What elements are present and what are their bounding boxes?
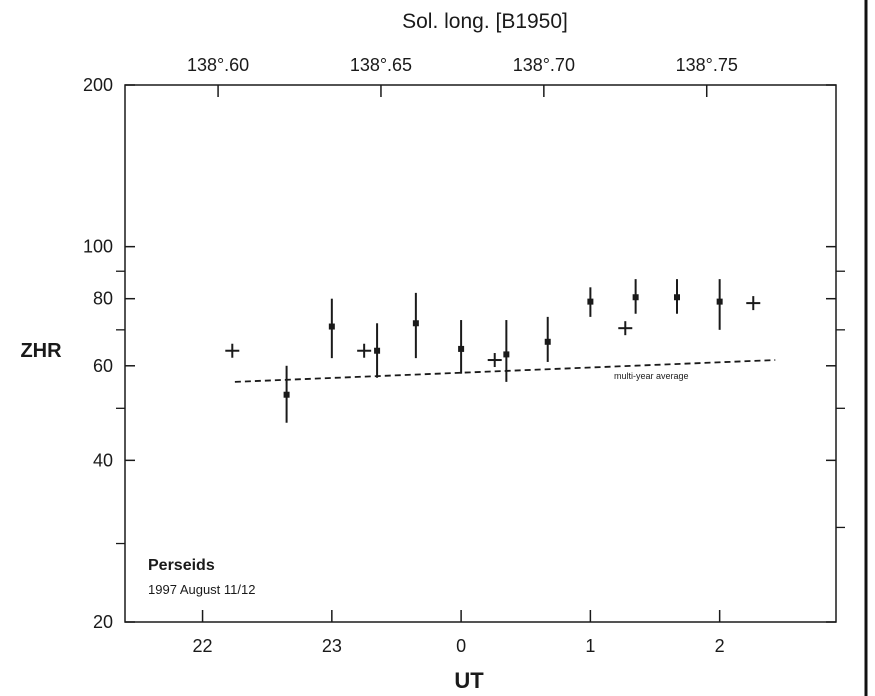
data-point-dot — [328, 298, 335, 359]
data-point-plus — [357, 343, 372, 358]
x-tick-label: 22 — [193, 636, 213, 656]
point-marker — [716, 298, 723, 305]
point-marker — [412, 320, 419, 327]
data-point-plus — [618, 321, 633, 336]
point-marker — [673, 294, 680, 301]
x-tick-label: 0 — [456, 636, 466, 656]
top-tick-label: 138°.70 — [513, 55, 575, 75]
data-point-dot — [632, 279, 639, 314]
multi-year-average-layer — [234, 359, 776, 383]
data-point-dot — [544, 316, 551, 362]
x-tick-label: 2 — [715, 636, 725, 656]
plot-frame — [124, 84, 837, 623]
y-tick-label: 60 — [93, 356, 113, 376]
top-axis-label: Sol. long. [B1950] — [402, 10, 568, 33]
y-tick-label: 200 — [83, 75, 113, 95]
reference-line-label: multi-year average — [614, 371, 689, 381]
data-point-dot — [283, 365, 290, 423]
top-tick-label: 138°.75 — [676, 55, 738, 75]
top-tick-label: 138°.65 — [350, 55, 412, 75]
data-point-dot — [716, 279, 723, 330]
point-marker — [283, 391, 290, 398]
data-points — [225, 279, 761, 423]
y-tick-label: 20 — [93, 612, 113, 632]
data-point-dot — [412, 292, 419, 359]
top-tick-label: 138°.60 — [187, 55, 249, 75]
annotation-subtitle: 1997 August 11/12 — [148, 582, 255, 597]
point-marker — [632, 294, 639, 301]
x-tick-label: 23 — [322, 636, 342, 656]
multi-year-average-line — [234, 359, 776, 383]
data-point-plus — [487, 353, 502, 368]
ticks: 22 23 0 1 2 138°.60 138°.65 138°.70 138°.75 20 40 6… — [83, 55, 845, 656]
data-point-dot — [587, 287, 594, 317]
y-tick-label: 100 — [83, 237, 113, 257]
y-tick-label: 80 — [93, 289, 113, 309]
data-point-dot — [458, 320, 465, 374]
y-axis-label: ZHR — [20, 340, 62, 362]
point-marker — [374, 347, 381, 354]
point-marker — [503, 351, 510, 358]
point-marker — [458, 345, 465, 352]
y-tick-label: 40 — [93, 450, 113, 470]
data-point-plus — [225, 343, 240, 358]
point-marker — [544, 338, 551, 345]
data-point-dot — [374, 323, 381, 378]
point-marker — [587, 298, 594, 305]
x-tick-label: 1 — [585, 636, 595, 656]
data-point-dot — [503, 320, 510, 382]
data-point-dot — [673, 279, 680, 314]
point-marker — [328, 323, 335, 330]
data-point-plus — [746, 296, 761, 311]
x-axis-label: UT — [454, 668, 484, 693]
annotation-title: Perseids — [148, 557, 215, 574]
